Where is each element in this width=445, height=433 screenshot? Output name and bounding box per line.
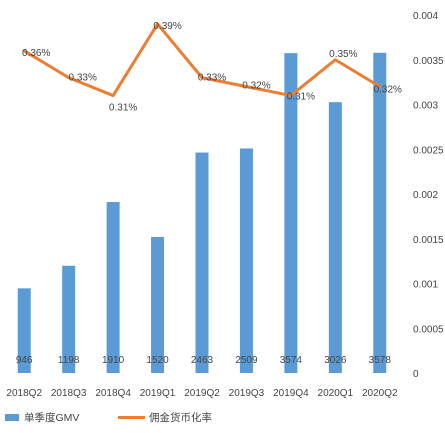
bar-2019Q3	[239, 148, 253, 373]
line-value-label: 0.33%	[198, 73, 226, 84]
x-tick-label: 2019Q2	[184, 388, 220, 399]
bar-2019Q1	[151, 236, 165, 373]
x-tick-label: 2019Q1	[140, 388, 176, 399]
line-point-2018Q2	[23, 50, 25, 52]
line-point-2019Q2	[201, 77, 203, 79]
bar-2020Q2	[373, 52, 387, 373]
bar-value-label: 3574	[280, 355, 303, 366]
bar-value-label: 2509	[235, 355, 258, 366]
y-right-tick-label: 0.0025	[413, 145, 444, 156]
bar-2018Q4	[106, 202, 120, 373]
bar-value-label: 3026	[324, 355, 347, 366]
labels-layer: 946 1198 1910 1520 2463 2509 3574 3026 3578 0.36%…	[16, 21, 402, 366]
line-value-label: 0.31%	[287, 92, 315, 103]
legend-item-gmv[interactable]: 单季度GMV	[5, 411, 79, 424]
legend-item-commission-rate[interactable]: 佣金货币化率	[118, 411, 212, 424]
line-point-2019Q1	[157, 23, 159, 25]
legend-label: 单季度GMV	[24, 411, 79, 424]
bar-2018Q3	[62, 265, 76, 373]
bar-value-label: 1198	[58, 355, 80, 366]
line-value-label: 0.39%	[153, 21, 181, 32]
axis-layer: 0 0.0005 0.001 0.0015 0.002 0.0025 0.003 0.0035…	[6, 11, 444, 399]
line-point-2019Q3	[245, 86, 247, 88]
line-layer	[22, 22, 382, 98]
line-series-commission-rate	[22, 22, 382, 98]
bar-2019Q2	[195, 152, 209, 373]
bar-2019Q4	[284, 53, 298, 373]
line-value-label: 0.31%	[109, 103, 137, 114]
legend[interactable]: 单季度GMV 佣金货币化率	[5, 411, 212, 424]
bar-value-label: 2463	[191, 355, 214, 366]
line-point-2019Q4	[290, 95, 292, 97]
line-point-2020Q1	[334, 59, 336, 61]
x-tick-label: 2018Q3	[51, 388, 87, 399]
x-tick-label: 2020Q2	[362, 388, 398, 399]
line-value-label: 0.36%	[22, 48, 50, 59]
bar-value-label: 946	[16, 355, 33, 366]
bars-layer	[17, 52, 387, 373]
y-right-tick-label: 0.0005	[413, 324, 444, 335]
y-right-tick-label: 0	[413, 369, 419, 380]
x-tick-label: 2019Q3	[229, 388, 265, 399]
y-right-tick-label: 0.0015	[413, 235, 444, 246]
bar-2020Q1	[328, 102, 342, 373]
bar-value-label: 1520	[146, 355, 169, 366]
y-right-tick-label: 0.003	[413, 101, 438, 112]
bar-2018Q2	[17, 288, 31, 373]
legend-label: 佣金货币化率	[149, 411, 212, 424]
legend-swatch-bar	[5, 414, 19, 421]
x-tick-label: 2018Q4	[95, 388, 131, 399]
line-point-2018Q4	[112, 95, 114, 97]
line-value-label: 0.32%	[374, 85, 402, 96]
y-right-tick-label: 0.001	[413, 280, 438, 291]
y-right-tick-label: 0.0035	[413, 56, 444, 67]
line-point-2018Q3	[68, 77, 70, 79]
bar-value-label: 1910	[102, 355, 125, 366]
line-value-label: 0.32%	[242, 81, 270, 92]
line-value-label: 0.33%	[68, 73, 96, 84]
x-tick-label: 2020Q1	[318, 388, 354, 399]
line-value-label: 0.35%	[329, 49, 357, 60]
y-right-tick-label: 0.002	[413, 190, 438, 201]
x-tick-label: 2018Q2	[6, 388, 42, 399]
bar-value-label: 3578	[369, 355, 392, 366]
x-tick-label: 2019Q4	[273, 388, 309, 399]
line-point-2020Q2	[379, 86, 381, 88]
y-right-tick-label: 0.004	[413, 11, 438, 22]
